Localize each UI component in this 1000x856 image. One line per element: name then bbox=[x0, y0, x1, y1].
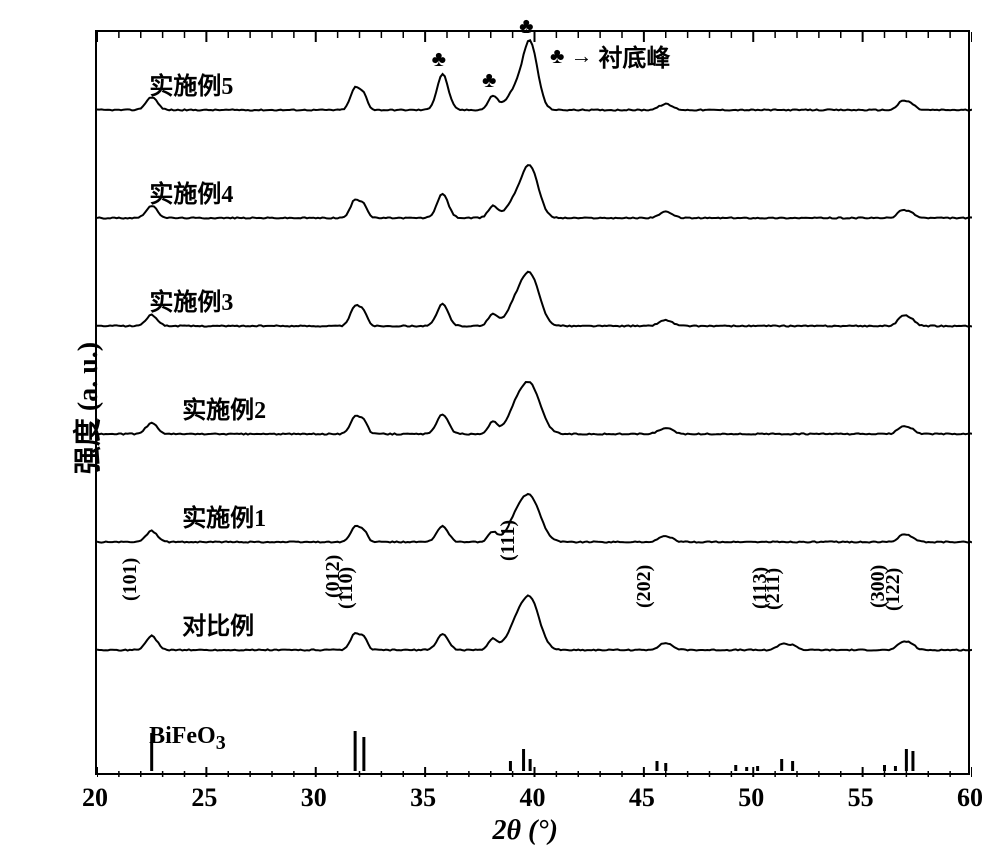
miller-index-label: (211) bbox=[762, 568, 785, 610]
xrd-chart: 202530354045505560强度 (a. u.)2θ (°)实施例5♣♣… bbox=[0, 0, 1000, 856]
xtick-label: 25 bbox=[191, 783, 217, 813]
miller-index-label: (122) bbox=[882, 568, 905, 611]
reference-label: BiFeO3 bbox=[149, 723, 226, 755]
xtick-label: 60 bbox=[957, 783, 983, 813]
club-marker-icon: ♣ bbox=[432, 48, 446, 70]
xtick-label: 40 bbox=[520, 783, 546, 813]
xtick-label: 45 bbox=[629, 783, 655, 813]
club-marker-icon: ♣ bbox=[482, 69, 496, 91]
miller-index-label: (101) bbox=[119, 558, 142, 601]
miller-index-label: (110) bbox=[335, 567, 358, 609]
club-marker-icon: ♣ bbox=[519, 15, 533, 37]
miller-index-label: (202) bbox=[633, 565, 656, 608]
legend-text: 衬底峰 bbox=[598, 38, 670, 73]
yaxis-label: 强度 (a. u.) bbox=[66, 341, 106, 473]
trace-label: 实施例3 bbox=[149, 282, 233, 317]
trace-label: 对比例 bbox=[182, 606, 254, 641]
xtick-label: 35 bbox=[410, 783, 436, 813]
arrow-icon: → bbox=[570, 43, 592, 69]
xaxis-label: 2θ (°) bbox=[493, 815, 558, 847]
trace-label: 实施例1 bbox=[182, 498, 266, 533]
legend: ♣ →衬底峰 bbox=[550, 38, 670, 73]
club-icon: ♣ bbox=[550, 45, 564, 67]
trace-label: 实施例2 bbox=[182, 390, 266, 425]
xtick-label: 55 bbox=[848, 783, 874, 813]
xtick-label: 30 bbox=[301, 783, 327, 813]
trace-label: 实施例4 bbox=[149, 174, 233, 209]
xtick-label: 20 bbox=[82, 783, 108, 813]
miller-index-label: (111) bbox=[497, 520, 520, 561]
trace-label: 实施例5 bbox=[149, 66, 233, 101]
xtick-label: 50 bbox=[738, 783, 764, 813]
